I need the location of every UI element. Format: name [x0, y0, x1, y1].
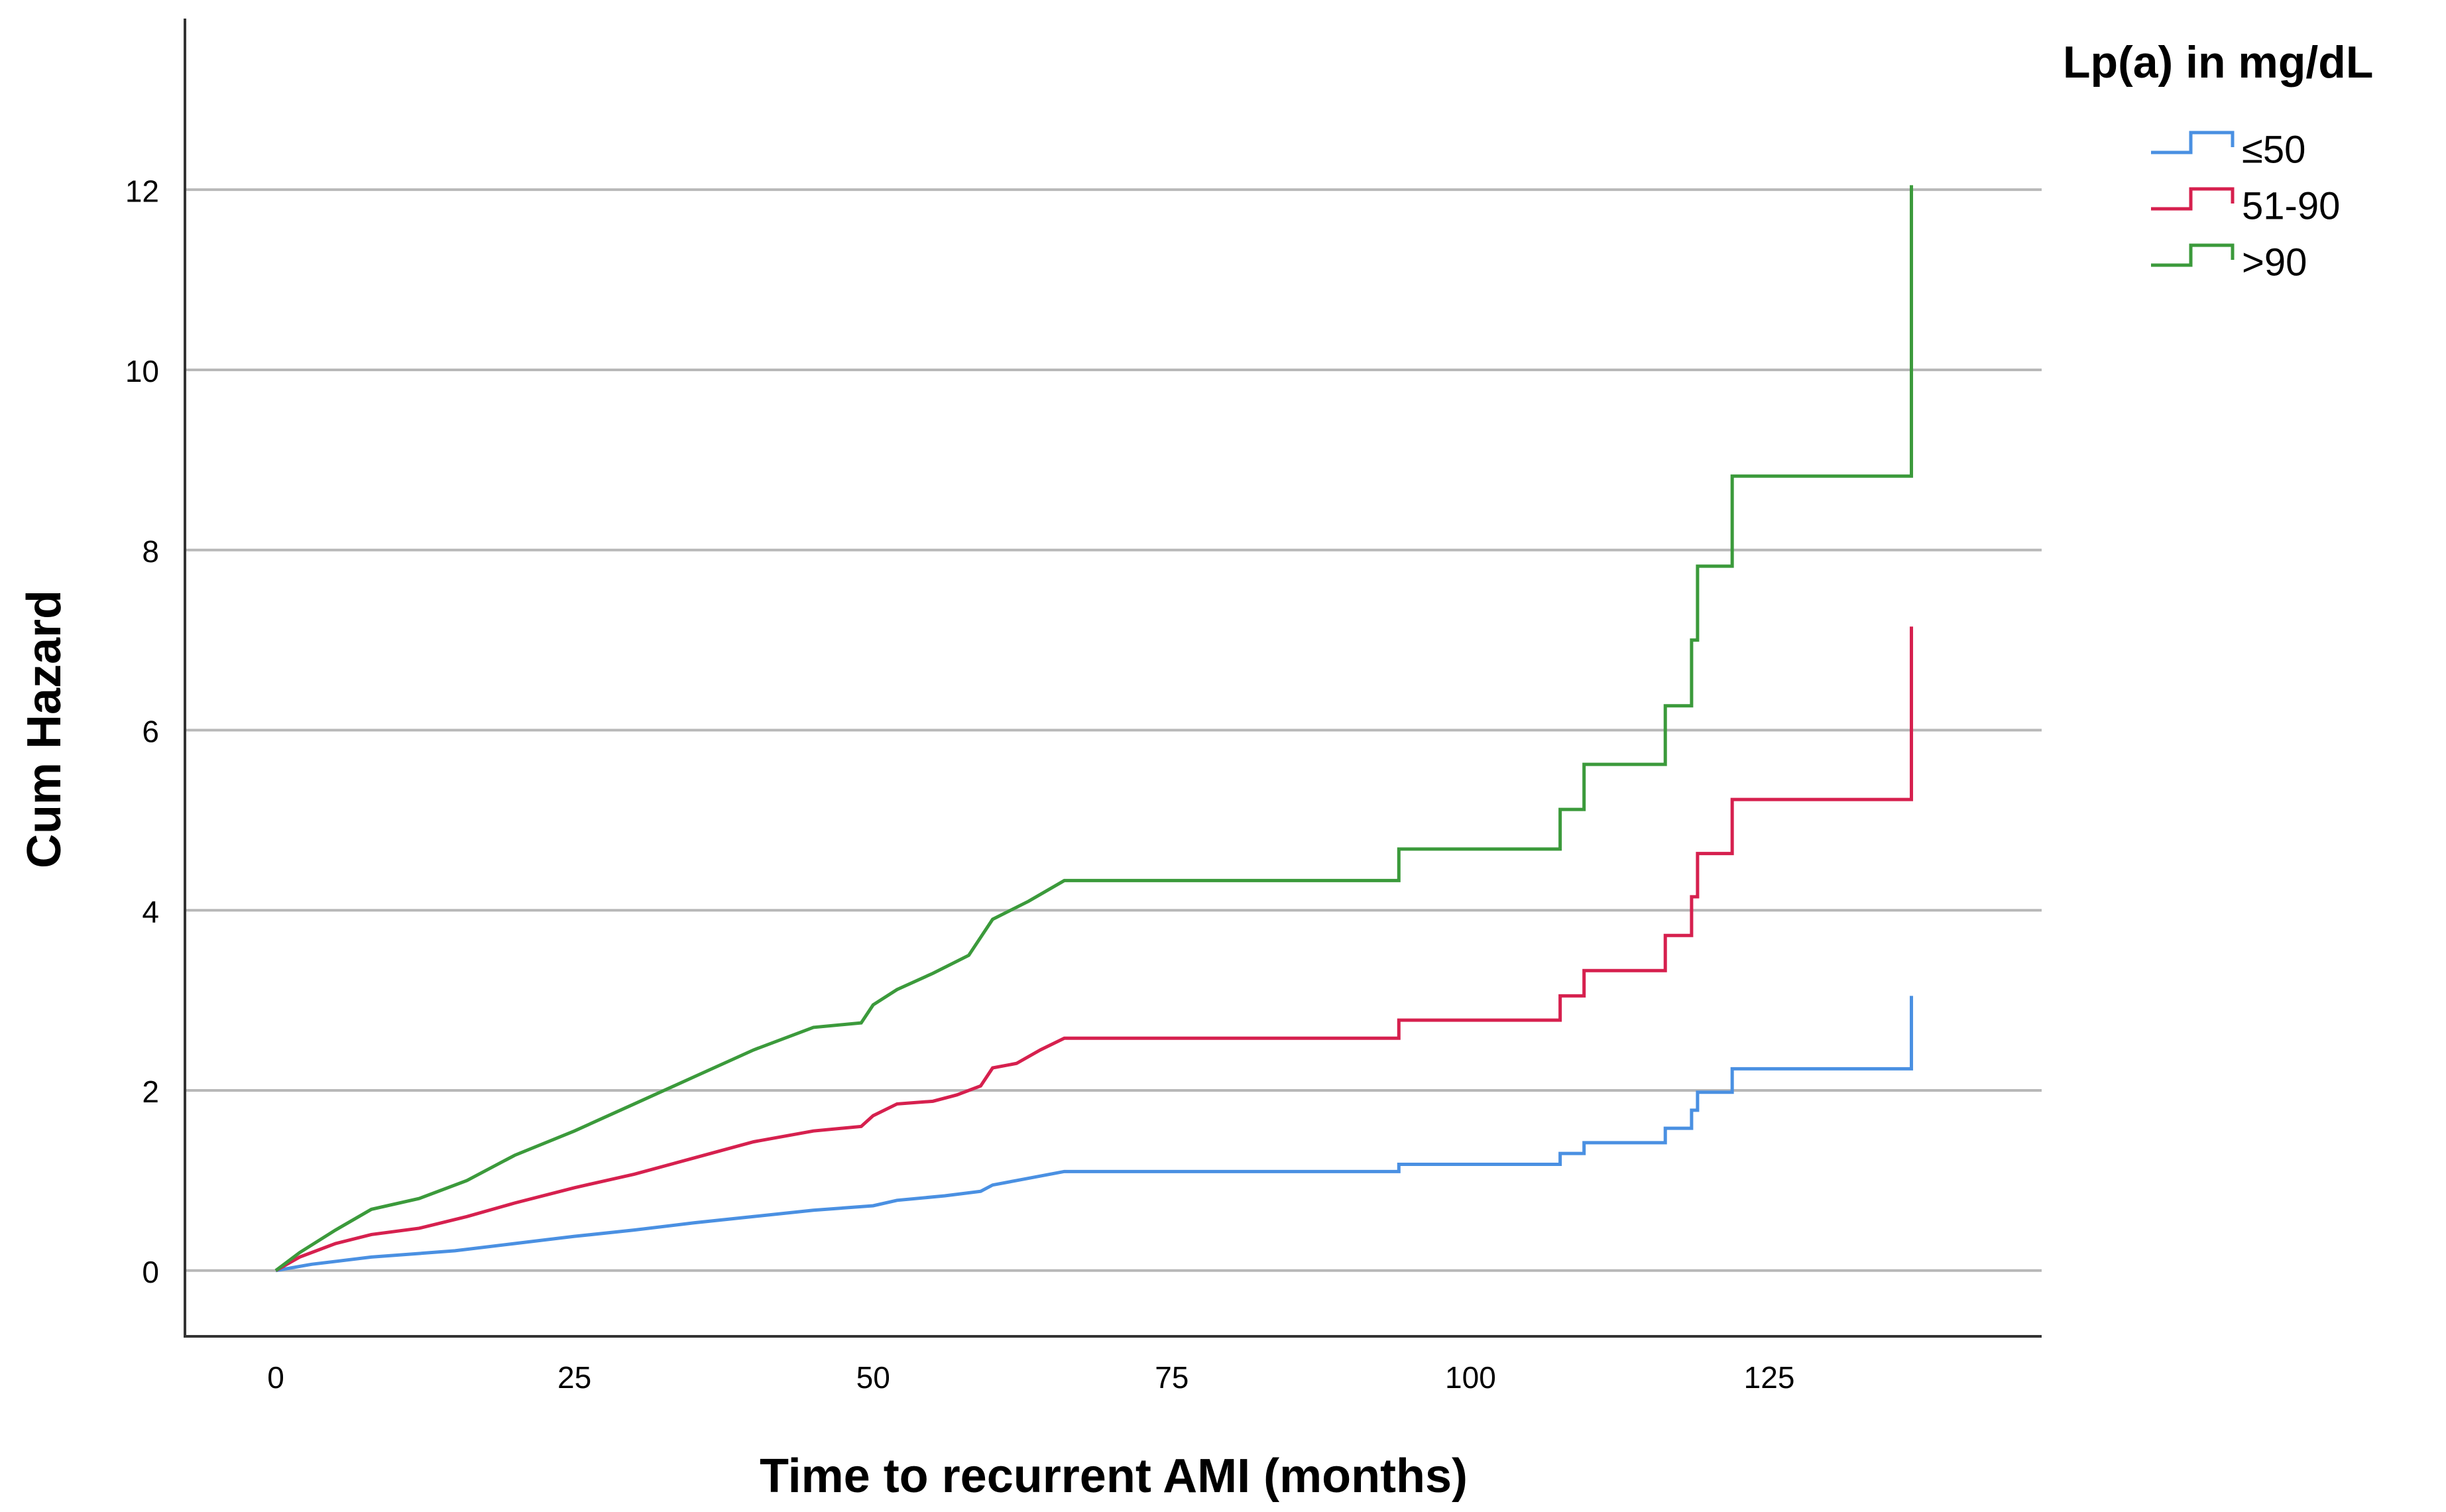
legend-label: ≤50 [2242, 128, 2305, 171]
series-line [274, 185, 1914, 1272]
legend-label: >90 [2242, 241, 2307, 284]
y-axis-title: Cum Hazard [18, 590, 71, 868]
legend-symbol [2151, 243, 2235, 267]
x-axis-title: Time to recurrent AMI (months) [760, 1450, 1468, 1503]
x-tick-label: 100 [1445, 1360, 1496, 1395]
y-tick-label: 4 [142, 894, 159, 929]
y-tick-label: 2 [142, 1075, 159, 1109]
legend-label: 51-90 [2242, 184, 2340, 227]
legend-item: 51-90 [2151, 184, 2340, 227]
legend-item: >90 [2151, 241, 2307, 284]
legend-title: Lp(a) in mg/dL [2063, 37, 2373, 87]
legend-symbol [2151, 131, 2235, 154]
x-tick-label: 0 [267, 1360, 284, 1395]
x-tick-label: 25 [557, 1360, 591, 1395]
x-tick-label: 75 [1155, 1360, 1189, 1395]
y-tick-label: 0 [142, 1255, 159, 1289]
series-line [275, 996, 1914, 1273]
x-tick-label: 50 [856, 1360, 890, 1395]
y-tick-label: 8 [142, 534, 159, 569]
x-tick-label: 125 [1744, 1360, 1795, 1395]
y-tick-label: 10 [125, 354, 159, 388]
y-tick-label: 12 [125, 174, 159, 208]
legend-symbol [2151, 187, 2235, 211]
series-line [274, 626, 1914, 1272]
legend-item: ≤50 [2151, 128, 2305, 171]
y-tick-label: 6 [142, 715, 159, 749]
axis-line [184, 19, 2042, 1338]
